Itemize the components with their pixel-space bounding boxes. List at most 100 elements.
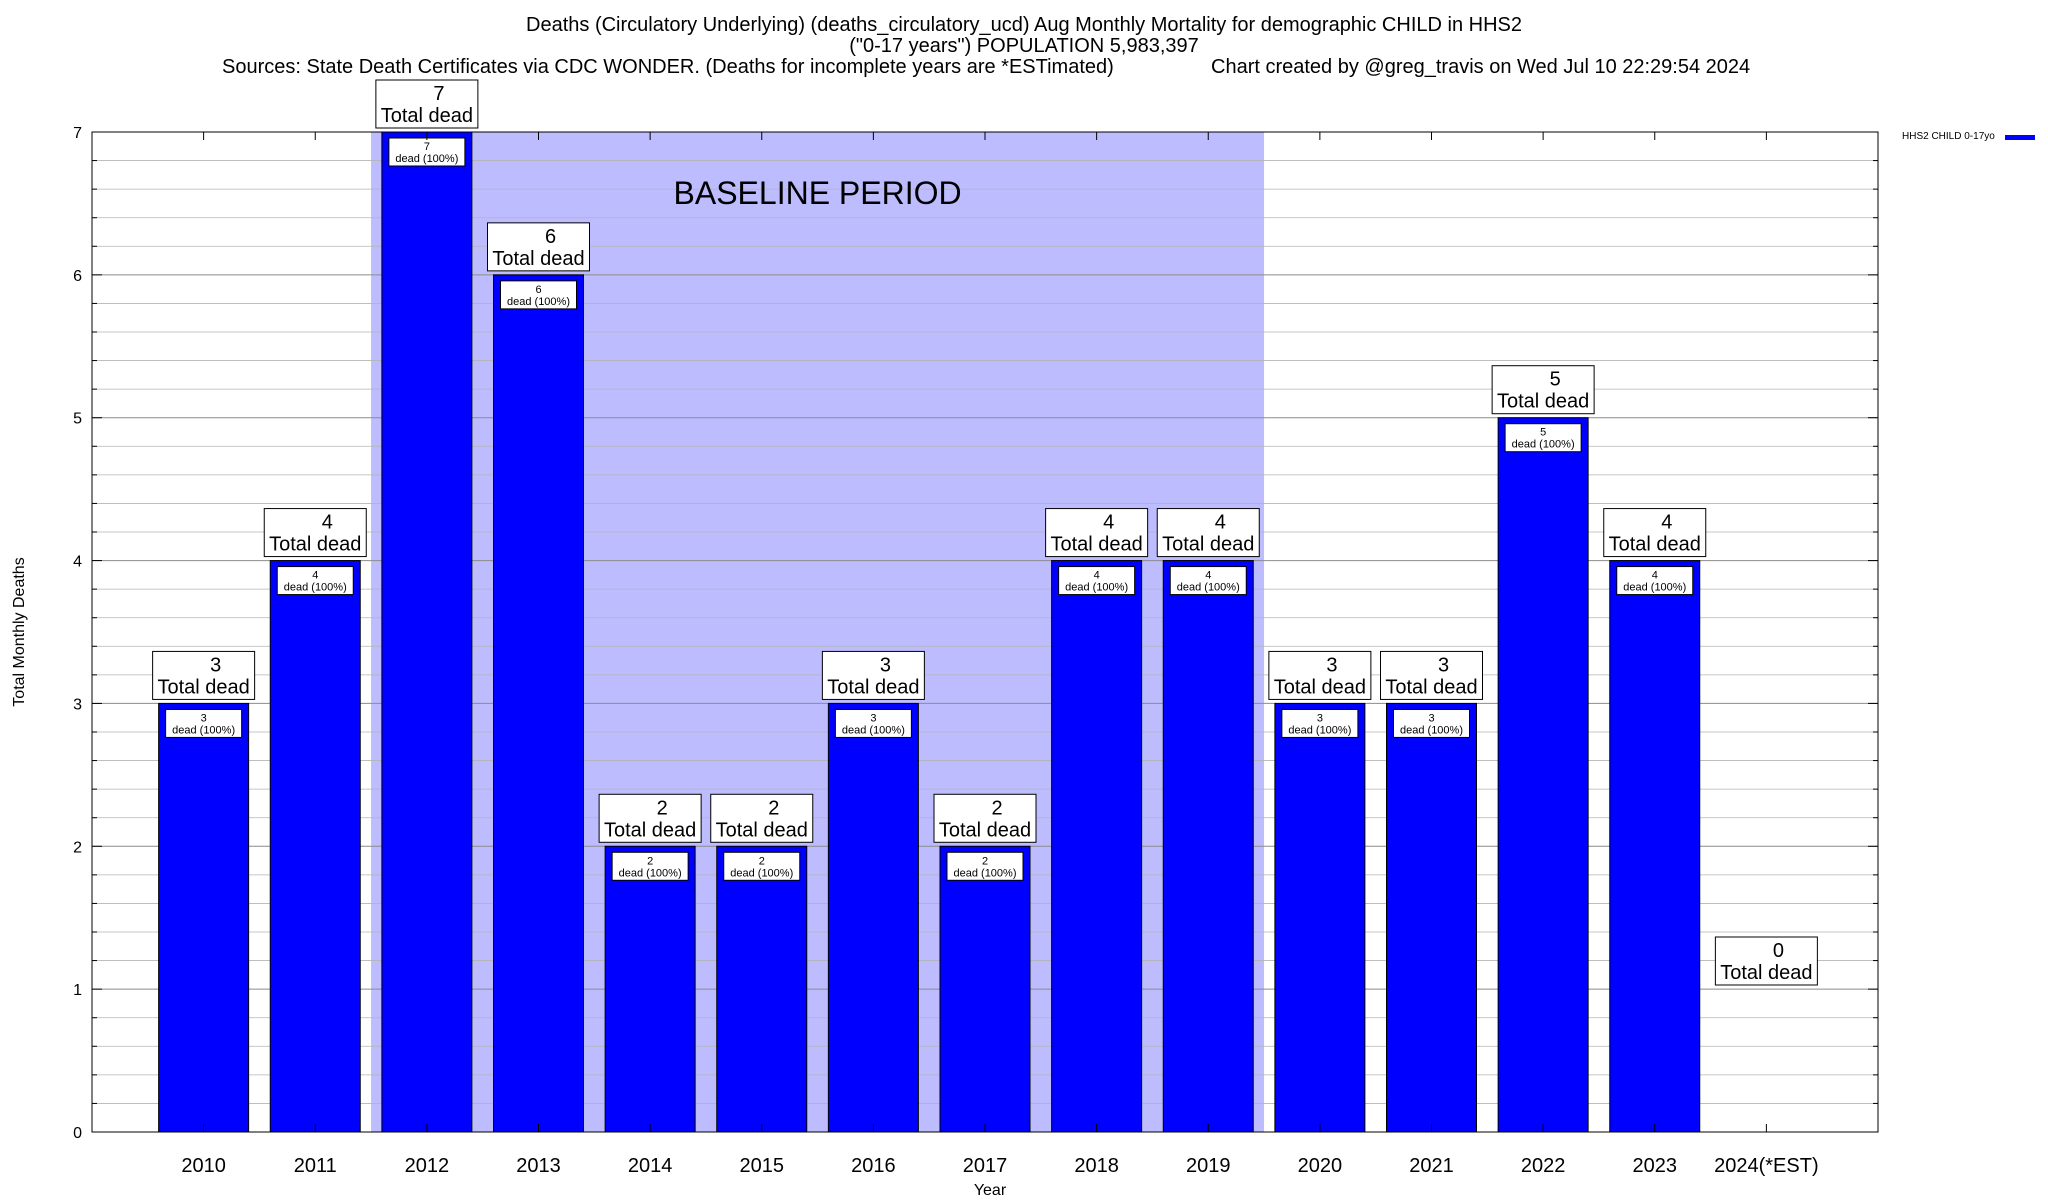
legend-label: HHS2 CHILD 0-17yo: [1902, 131, 1995, 142]
total-label-text: Total dead: [269, 534, 361, 556]
total-label-value: 0: [1773, 940, 1784, 962]
total-label-box: [1045, 508, 1149, 558]
y-axis-label: Total Monthly Deaths: [11, 557, 28, 707]
chart-title: Deaths (Circulatory Underlying) (deaths_…: [526, 14, 1522, 36]
total-label-text: Total dead: [1609, 534, 1701, 556]
total-label-value: 3: [880, 654, 891, 676]
x-tick-label: 2021: [1409, 1155, 1454, 1177]
y-tick-label: 5: [73, 411, 82, 428]
total-label-text: Total dead: [157, 676, 249, 698]
total-label-text: Total dead: [939, 819, 1031, 841]
bar-inner-label-box: [500, 280, 577, 310]
total-label-box: [933, 793, 1037, 843]
bar: [269, 560, 361, 1133]
bar-inner-label: dead (100%): [954, 867, 1017, 879]
plot-frame: [91, 131, 1879, 1133]
x-tick-label: 2015: [740, 1155, 785, 1177]
bar-inner-label-box: [723, 851, 801, 881]
total-label-value: 4: [322, 512, 333, 534]
bar: [381, 131, 473, 1133]
total-label-value: 2: [768, 797, 779, 819]
x-tick-label: 2018: [1074, 1155, 1119, 1177]
bar-inner-label-box: [165, 708, 243, 738]
bar-inner-label: dead (100%): [1512, 439, 1575, 451]
bar: [1274, 702, 1366, 1133]
bar-inner-label: dead (100%): [395, 153, 458, 165]
total-label-value: 4: [1103, 512, 1114, 534]
bar-inner-value: 4: [312, 570, 318, 582]
chart-credit: Chart created by @greg_travis on Wed Jul…: [1211, 56, 1751, 78]
total-label-box: [1268, 650, 1372, 700]
legend-swatch: [2005, 135, 2035, 140]
total-label-value: 6: [545, 226, 556, 248]
bar-inner-value: 5: [1540, 427, 1546, 439]
bar-inner-label: dead (100%): [1623, 582, 1686, 594]
total-label-value: 5: [1550, 369, 1561, 391]
total-label-text: Total dead: [1497, 391, 1589, 413]
bar-inner-label: dead (100%): [1177, 582, 1240, 594]
total-label-box: [487, 222, 590, 272]
total-label-value: 2: [657, 797, 668, 819]
total-label-box: [710, 793, 814, 843]
bar-inner-label-box: [611, 851, 689, 881]
chart-sources: Sources: State Death Certificates via CD…: [222, 56, 1114, 78]
bar: [939, 845, 1031, 1133]
bar: [493, 274, 584, 1133]
total-label-text: Total dead: [492, 248, 584, 270]
total-label-text: Total dead: [716, 819, 808, 841]
bar-inner-label-box: [1504, 423, 1582, 453]
bar: [158, 702, 250, 1133]
bar: [1162, 560, 1254, 1133]
total-label-box: [1603, 508, 1707, 558]
bar: [604, 845, 696, 1133]
x-tick-label: 2012: [405, 1155, 450, 1177]
total-label-value: 2: [991, 797, 1002, 819]
bar: [1386, 702, 1477, 1133]
total-label-text: Total dead: [381, 105, 473, 127]
bar-inner-value: 3: [1428, 712, 1434, 724]
bar-inner-value: 3: [870, 712, 876, 724]
total-label-value: 3: [1438, 654, 1449, 676]
bar-inner-value: 4: [1094, 570, 1100, 582]
bar-inner-value: 7: [424, 141, 430, 153]
bar-inner-value: 4: [1652, 570, 1658, 582]
total-label-text: Total dead: [1720, 962, 1812, 984]
bar-inner-label: dead (100%): [1400, 724, 1463, 736]
y-tick-label: 6: [73, 268, 82, 285]
bar-inner-value: 3: [201, 712, 207, 724]
total-label-value: 7: [433, 83, 444, 105]
total-label-box: [1714, 936, 1818, 986]
x-tick-label: 2020: [1298, 1155, 1343, 1177]
total-label-box: [152, 650, 256, 700]
total-label-box: [598, 793, 702, 843]
y-tick-label: 4: [73, 554, 82, 571]
bar-inner-label-box: [1169, 566, 1247, 596]
x-tick-label: 2023: [1633, 1155, 1678, 1177]
total-label-text: Total dead: [827, 676, 919, 698]
total-label-box: [1491, 365, 1595, 415]
x-tick-label: 2011: [294, 1155, 337, 1177]
bar-inner-label: dead (100%): [284, 582, 347, 594]
bar-inner-label-box: [388, 137, 466, 167]
bar-inner-value: 2: [647, 855, 653, 867]
bar-inner-label: dead (100%): [842, 724, 905, 736]
x-tick-label: 2010: [181, 1155, 226, 1177]
total-label-box: [1380, 650, 1483, 700]
chart-subtitle: ("0-17 years") POPULATION 5,983,397: [849, 35, 1199, 57]
x-tick-label: 2013: [516, 1155, 561, 1177]
total-label-text: Total dead: [1385, 676, 1477, 698]
y-tick-label: 2: [73, 839, 82, 856]
bar-inner-value: 6: [535, 284, 541, 296]
total-label-text: Total dead: [1274, 676, 1366, 698]
total-label-box: [375, 79, 479, 129]
bar-inner-label-box: [946, 851, 1024, 881]
bar-inner-label: dead (100%): [507, 296, 570, 308]
bar-inner-value: 2: [982, 855, 988, 867]
total-label-value: 4: [1661, 512, 1672, 534]
bar-inner-label: dead (100%): [1288, 724, 1351, 736]
bar-inner-label-box: [1393, 708, 1470, 738]
total-label-text: Total dead: [604, 819, 696, 841]
bar: [1497, 417, 1589, 1133]
total-label-value: 3: [1326, 654, 1337, 676]
baseline-label: BASELINE PERIOD: [674, 175, 962, 211]
